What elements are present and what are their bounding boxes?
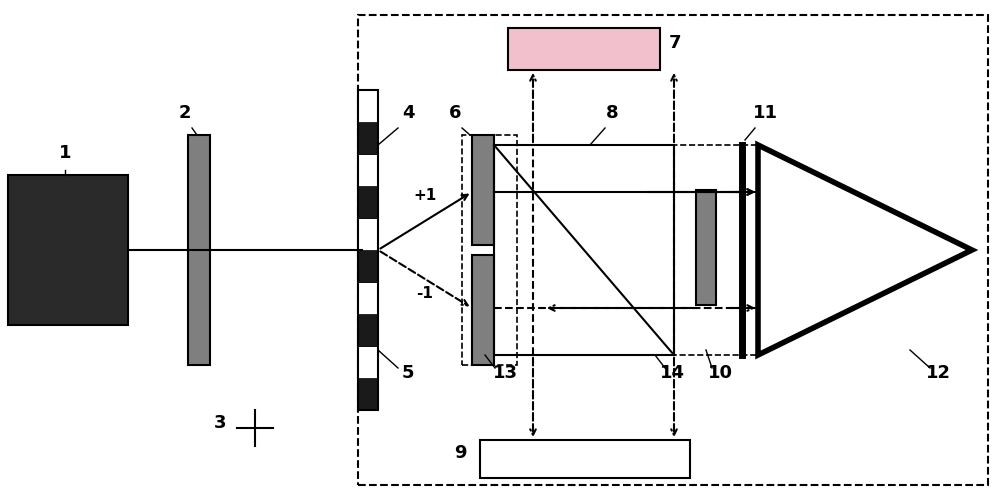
Bar: [696, 190, 716, 305]
Bar: [358, 314, 378, 346]
Bar: [358, 218, 378, 250]
Text: 13: 13: [492, 364, 518, 382]
Bar: [472, 135, 494, 245]
Text: 6: 6: [449, 104, 461, 122]
Text: 4: 4: [402, 104, 414, 122]
Text: 12: 12: [926, 364, 951, 382]
Bar: [494, 145, 674, 355]
Bar: [8, 175, 128, 325]
Text: -1: -1: [417, 286, 433, 301]
Bar: [358, 378, 378, 410]
Text: 11: 11: [753, 104, 778, 122]
Bar: [472, 255, 494, 365]
Bar: [508, 28, 660, 70]
Text: +1: +1: [413, 188, 437, 203]
Bar: [358, 15, 988, 485]
Text: 1: 1: [59, 144, 71, 162]
Text: 3: 3: [214, 414, 226, 432]
Bar: [462, 135, 517, 365]
Text: 2: 2: [179, 104, 191, 122]
Bar: [358, 122, 378, 154]
Bar: [188, 135, 210, 365]
Bar: [358, 90, 378, 410]
Text: 14: 14: [660, 364, 684, 382]
Bar: [358, 186, 378, 218]
Text: 9: 9: [454, 444, 466, 462]
Text: 7: 7: [669, 34, 681, 52]
Bar: [358, 250, 378, 282]
Bar: [494, 145, 759, 355]
Text: 10: 10: [708, 364, 732, 382]
Text: 8: 8: [606, 104, 618, 122]
Bar: [358, 282, 378, 314]
Bar: [480, 440, 690, 478]
Bar: [358, 90, 378, 122]
Bar: [358, 346, 378, 378]
Bar: [358, 154, 378, 186]
Text: 5: 5: [402, 364, 414, 382]
